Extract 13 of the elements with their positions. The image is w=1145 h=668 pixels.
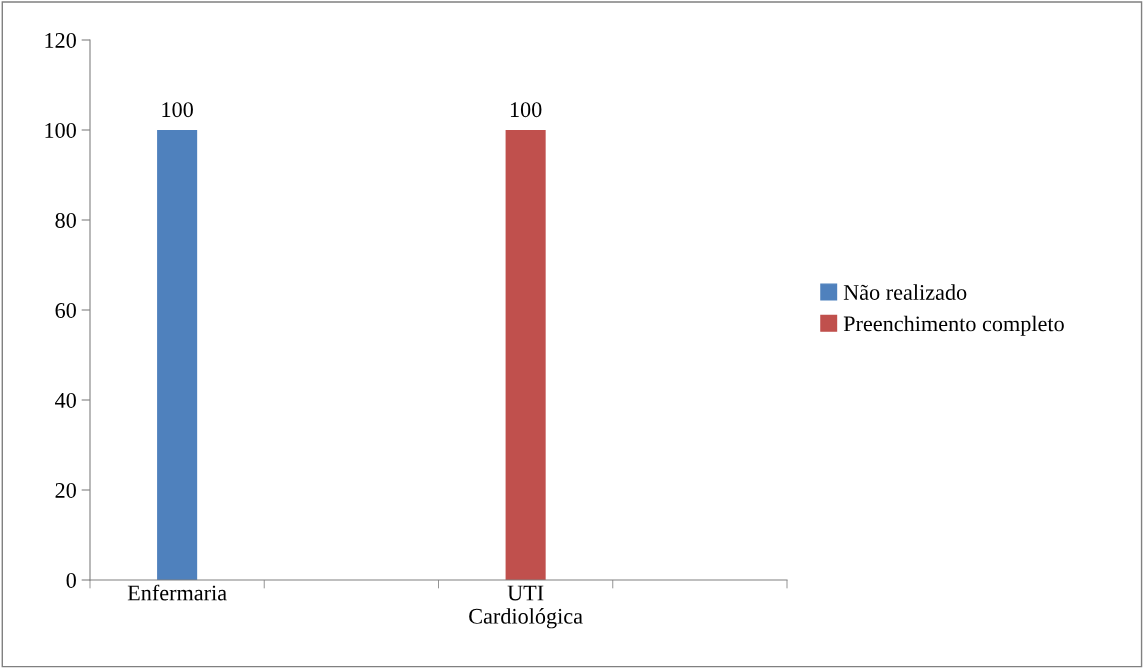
data-label: 100: [510, 102, 542, 118]
y-tick-label: 120: [45, 32, 76, 48]
legend-label: Não realizado: [843, 284, 967, 300]
data-label: 100: [162, 102, 193, 118]
legend-label: Preenchimento completo: [843, 315, 1064, 336]
x-tick-label: Enfermaria: [127, 584, 227, 601]
y-tick-label: 100: [45, 122, 76, 138]
y-tick-label: 60: [55, 302, 76, 318]
y-tick-label: 0: [66, 572, 76, 588]
y-tick-label: 20: [55, 482, 76, 498]
x-tick-label: UTI Cardiológica: [469, 585, 583, 629]
y-tick-label: 40: [55, 392, 76, 408]
y-tick-label: 80: [55, 212, 76, 228]
